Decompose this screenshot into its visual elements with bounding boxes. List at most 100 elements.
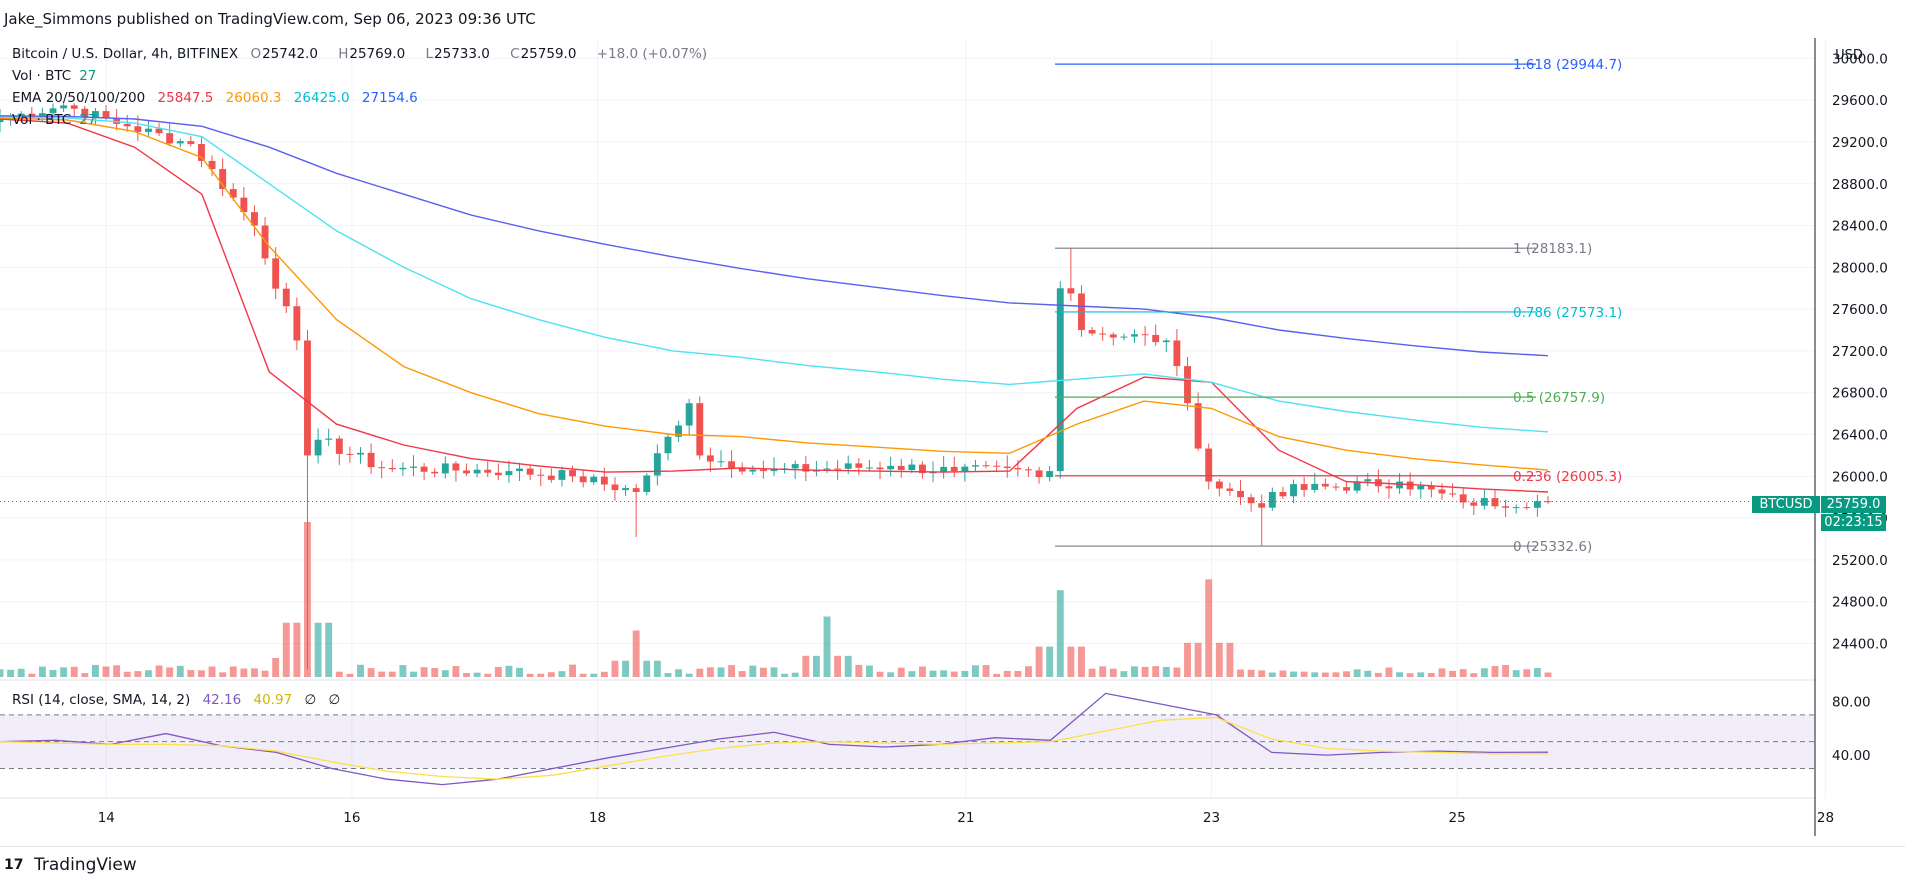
candle (802, 456, 810, 482)
ema-legend[interactable]: EMA 20/50/100/200 25847.5 26060.3 26425.… (12, 87, 426, 109)
volume-bar (484, 673, 492, 677)
candle-body (1438, 489, 1446, 494)
volume-bar (282, 622, 290, 677)
candle-body (463, 470, 470, 474)
volume-bar (1131, 666, 1138, 677)
candle-body (505, 471, 513, 476)
candle (1046, 466, 1054, 482)
candle (399, 462, 407, 476)
volume-bar (166, 667, 174, 677)
symbol-title[interactable]: Bitcoin / U.S. Dollar, 4h, BITFINEX (12, 46, 239, 62)
candle-body (1533, 501, 1541, 508)
volume-bar (972, 665, 979, 677)
tradingview-brand[interactable]: TradingView (34, 855, 137, 875)
candle (325, 428, 333, 446)
volume-bar (738, 671, 746, 677)
volume-bar (49, 669, 57, 677)
volume-bar (876, 671, 884, 677)
y-tick-label: 28400.0 (1832, 219, 1888, 235)
y-tick-label: 29200.0 (1832, 135, 1888, 151)
candle-body (1353, 481, 1361, 491)
volume-bar (1025, 666, 1032, 677)
chart-canvas[interactable]: 24400.024800.025200.025600.026000.026400… (0, 0, 1905, 846)
volume-bar (28, 673, 36, 677)
y-tick-label: 27600.0 (1832, 302, 1888, 318)
candle (696, 396, 704, 460)
candle-body (1014, 468, 1022, 470)
volume-bar (759, 667, 767, 677)
volume-bar (251, 668, 258, 677)
candle-body (293, 306, 301, 341)
candle (441, 456, 449, 479)
candle (1141, 325, 1149, 347)
candle (1523, 502, 1531, 510)
candle (1035, 466, 1043, 484)
candle (590, 474, 598, 485)
volume-bar (526, 673, 534, 677)
candle (547, 468, 555, 483)
volume-bar (855, 664, 863, 677)
candle (431, 468, 439, 478)
fib-label: 0 (25332.6) (1513, 539, 1592, 555)
rsi-legend[interactable]: RSI (14, close, SMA, 14, 2) 42.16 40.97 … (12, 689, 348, 711)
volume-bar (1120, 671, 1128, 677)
candle-body (1268, 492, 1276, 508)
volume-legend-2[interactable]: Vol · BTC 27 (12, 109, 104, 131)
volume-bar (505, 665, 513, 677)
volume-bar (579, 673, 587, 677)
volume-bar (1141, 666, 1149, 677)
high-value: 25769.0 (349, 46, 406, 62)
candle (113, 108, 121, 131)
volume-bar (399, 665, 407, 677)
close-value: 25759.0 (520, 46, 577, 62)
candle (1321, 478, 1329, 490)
candle-body (1003, 466, 1011, 469)
candle (494, 463, 502, 481)
candle (335, 435, 343, 466)
volume-bar (325, 622, 333, 677)
candle-body (1226, 488, 1234, 491)
candle-body (516, 468, 523, 472)
volume-bar (1396, 672, 1404, 677)
symbol-price-tag: BTCUSD (1752, 496, 1820, 513)
volume-bar (1152, 666, 1160, 677)
candle-body (643, 475, 651, 493)
candle (1300, 477, 1308, 497)
rsi-sma-line (0, 716, 1548, 780)
candle (1003, 455, 1011, 478)
volume-bar (410, 671, 417, 677)
fib-label: 0.236 (26005.3) (1513, 469, 1622, 485)
candle-body (728, 461, 736, 469)
fib-label: 0.5 (26757.9) (1513, 390, 1605, 406)
y-tick-label: 24800.0 (1832, 595, 1888, 611)
volume-bars (0, 522, 1552, 677)
low-value: 25733.0 (434, 46, 490, 62)
rsi-tick-label: 80.00 (1832, 694, 1871, 710)
candle (993, 460, 1001, 472)
candle (81, 105, 89, 124)
candle (1533, 494, 1541, 517)
candle (0, 109, 4, 133)
y-tick-label: 30000.0 (1832, 51, 1888, 67)
volume-legend[interactable]: Vol · BTC 27 (12, 65, 104, 87)
candle-body (706, 455, 714, 462)
candle-body (950, 466, 958, 472)
candle-body (1258, 503, 1266, 508)
candle (706, 447, 714, 472)
volume-bar (494, 666, 502, 677)
candle (632, 483, 640, 537)
ema20-value: 25847.5 (157, 90, 214, 106)
candle (972, 459, 979, 472)
volume-bar (834, 655, 842, 677)
candle (897, 458, 905, 478)
candle-body (1311, 483, 1319, 490)
candle-body (123, 123, 131, 127)
candle (1237, 479, 1244, 505)
candle-body (70, 105, 78, 109)
volume-bar (569, 664, 576, 677)
volume-bar (558, 671, 566, 677)
volume-bar (1099, 666, 1107, 677)
currency-button[interactable]: USD (1835, 48, 1863, 63)
tradingview-logo-icon[interactable]: 17 (4, 857, 24, 873)
volume-bar (261, 670, 269, 677)
